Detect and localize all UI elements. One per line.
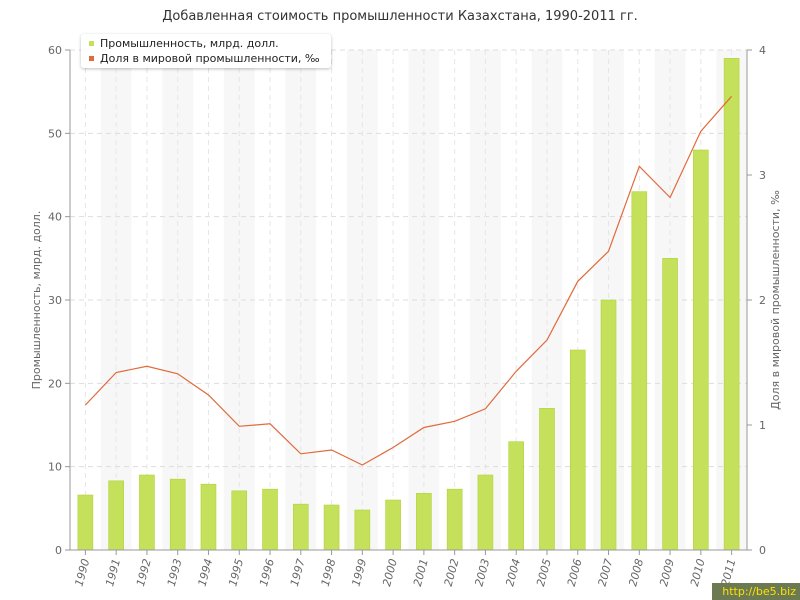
x-tick-label: 2005 [534,557,554,587]
x-tick-label: 2010 [688,557,708,587]
bar [600,299,617,551]
x-tick-label: 2004 [503,557,523,587]
legend-item-bars: Промышленность, млрд. долл. [89,37,279,50]
y-tick-label-left: 50 [48,127,62,140]
x-tick-label: 1994 [196,557,216,587]
x-tick-label: 2009 [657,557,677,587]
line-series [84,95,733,466]
y-tick-label-right: 4 [759,44,766,57]
y-tick-label-right: 3 [759,169,766,182]
x-tick-label: 2001 [411,557,431,587]
bar [323,504,340,551]
bar [385,499,401,551]
y-axis-label-right: Доля в мировой промышленности, ‰ [769,190,782,410]
legend-label-line: Доля в мировой промышленности, ‰ [100,52,320,65]
x-tick-label: 2007 [596,557,616,587]
x-tick-label: 1991 [103,557,123,587]
x-tick-label: 2006 [565,557,585,587]
y-tick-label-left: 20 [48,377,62,390]
y-axis-label-left: Промышленность, млрд. долл. [30,211,43,390]
legend-item-line: Доля в мировой промышленности, ‰ [89,52,320,65]
bar [569,349,586,551]
chart-title: Добавленная стоимость промышленности Каз… [162,9,638,24]
legend-swatch-line [89,56,94,61]
y-tick-label-left: 40 [48,211,62,224]
bar [169,478,186,551]
y-tick-label-right: 0 [759,544,766,557]
bar [354,509,371,551]
y-tick-label-left: 10 [48,461,62,474]
x-tick-label: 2003 [473,557,493,587]
bar [446,488,463,551]
bar [539,408,555,551]
y-tick-label-left: 60 [48,44,62,57]
bar-series [77,58,740,551]
bar [416,493,432,551]
x-tick-label: 2008 [626,557,646,587]
bar [139,474,155,551]
bar [292,503,309,551]
y-tick-label-left: 0 [55,544,62,557]
legend-label-bars: Промышленность, млрд. долл. [100,37,279,50]
series-line [84,95,733,466]
bar [108,480,124,551]
bar [231,490,248,551]
x-tick-label: 1999 [349,557,369,587]
bar [477,474,494,551]
legend: Промышленность, млрд. долл. Доля в миров… [81,34,331,68]
x-tick-label: 2000 [380,557,400,587]
legend-swatch-bars [89,41,94,46]
watermark-link[interactable]: http://be5.biz [712,583,800,600]
bar [508,441,525,551]
x-tick-label: 1998 [319,557,339,587]
bar [631,191,648,551]
x-tick-label: 1995 [226,557,246,587]
y-tick-label-right: 1 [759,419,766,432]
x-tick-label: 1993 [165,557,185,587]
bar [262,488,278,551]
y-tick-label-right: 2 [759,294,766,307]
x-tick-label: 2002 [442,557,462,587]
x-tick-label: 1990 [72,557,92,587]
y-tick-label-left: 30 [48,294,62,307]
bar [200,483,217,551]
x-tick-label: 1996 [257,557,277,587]
bar [723,58,740,551]
bar [77,494,94,551]
bar [662,258,678,551]
x-tick-label: 1992 [134,557,154,587]
x-tick-label: 1997 [288,557,308,587]
bar [693,149,709,551]
